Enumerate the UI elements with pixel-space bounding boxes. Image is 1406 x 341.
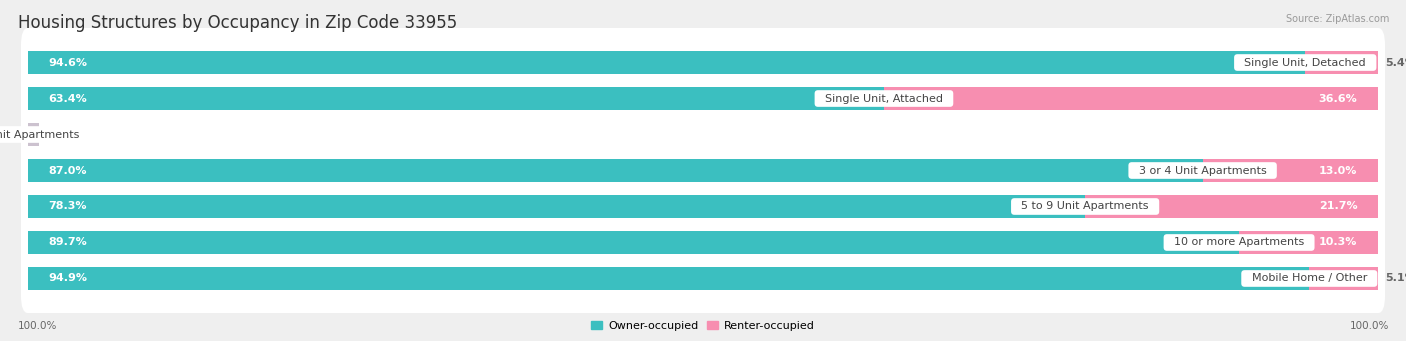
Text: 3 or 4 Unit Apartments: 3 or 4 Unit Apartments — [1132, 165, 1274, 176]
Text: 36.6%: 36.6% — [1319, 93, 1358, 104]
Text: 21.7%: 21.7% — [1319, 202, 1358, 211]
Legend: Owner-occupied, Renter-occupied: Owner-occupied, Renter-occupied — [586, 316, 820, 336]
Text: Source: ZipAtlas.com: Source: ZipAtlas.com — [1285, 14, 1389, 24]
Bar — [28, 159, 1202, 182]
Text: 94.6%: 94.6% — [48, 58, 87, 68]
Text: Mobile Home / Other: Mobile Home / Other — [1244, 273, 1374, 283]
Text: 87.0%: 87.0% — [48, 165, 87, 176]
FancyBboxPatch shape — [21, 136, 1385, 205]
Bar — [884, 87, 1378, 110]
Bar — [1239, 231, 1378, 254]
Bar — [1305, 51, 1378, 74]
FancyBboxPatch shape — [21, 244, 1385, 313]
FancyBboxPatch shape — [21, 172, 1385, 241]
Text: 63.4%: 63.4% — [48, 93, 87, 104]
Bar — [1309, 267, 1378, 290]
Bar — [28, 87, 884, 110]
FancyBboxPatch shape — [21, 64, 1385, 133]
Bar — [28, 267, 1309, 290]
Bar — [28, 51, 1305, 74]
Bar — [1085, 195, 1378, 218]
Text: Housing Structures by Occupancy in Zip Code 33955: Housing Structures by Occupancy in Zip C… — [18, 14, 457, 32]
Text: 100.0%: 100.0% — [1350, 321, 1389, 331]
Bar — [28, 231, 1239, 254]
Text: Single Unit, Attached: Single Unit, Attached — [818, 93, 950, 104]
Text: 10.3%: 10.3% — [1319, 237, 1358, 248]
Text: 0.0%: 0.0% — [42, 130, 72, 139]
Text: 5.4%: 5.4% — [1385, 58, 1406, 68]
Text: 5.1%: 5.1% — [1385, 273, 1406, 283]
FancyBboxPatch shape — [21, 28, 1385, 97]
Text: 78.3%: 78.3% — [48, 202, 87, 211]
Bar — [28, 195, 1085, 218]
Text: 5 to 9 Unit Apartments: 5 to 9 Unit Apartments — [1014, 202, 1156, 211]
Bar — [28, 123, 39, 146]
Text: 94.9%: 94.9% — [48, 273, 87, 283]
Bar — [1202, 159, 1378, 182]
Text: 10 or more Apartments: 10 or more Apartments — [1167, 237, 1312, 248]
FancyBboxPatch shape — [21, 208, 1385, 277]
Bar — [28, 123, 39, 146]
Text: 89.7%: 89.7% — [48, 237, 87, 248]
Text: 0.0%: 0.0% — [0, 130, 14, 139]
FancyBboxPatch shape — [21, 100, 1385, 169]
Text: 100.0%: 100.0% — [18, 321, 58, 331]
Text: Single Unit, Detached: Single Unit, Detached — [1237, 58, 1374, 68]
Text: 2 Unit Apartments: 2 Unit Apartments — [0, 130, 86, 139]
Text: 13.0%: 13.0% — [1319, 165, 1358, 176]
